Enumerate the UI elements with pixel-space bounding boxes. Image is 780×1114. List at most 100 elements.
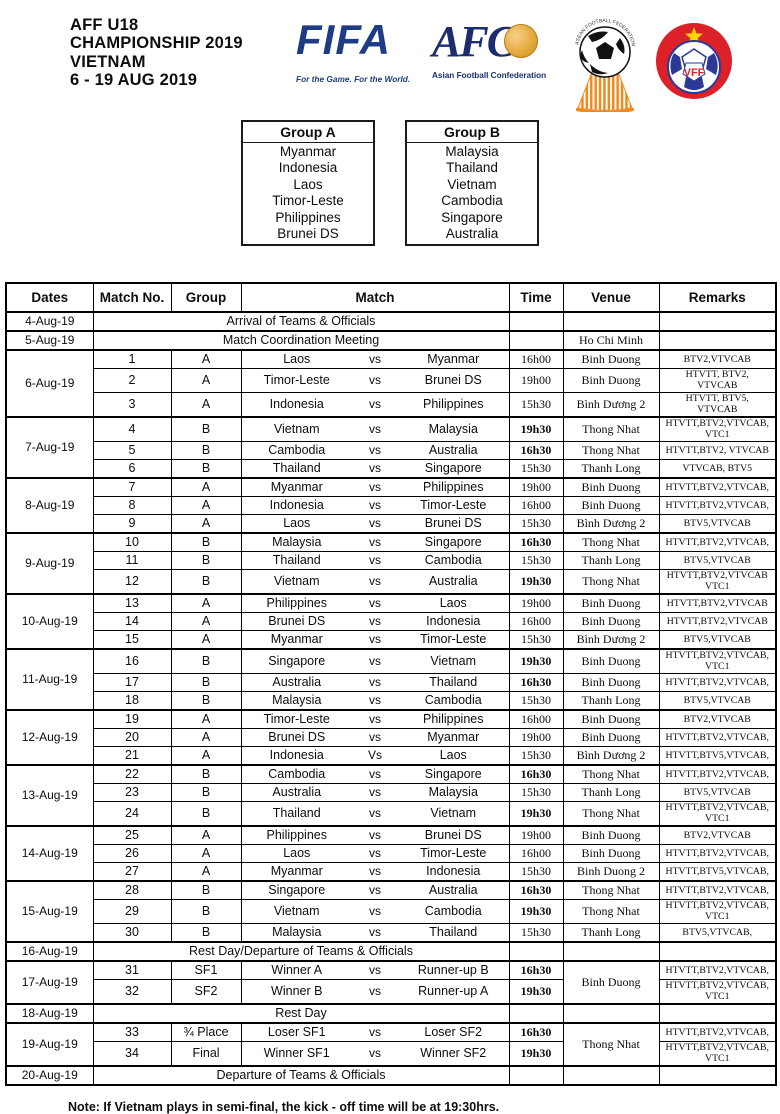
- time-cell: 16h00: [508, 709, 564, 730]
- group-cell: B: [170, 551, 242, 571]
- group-cell: B: [170, 459, 242, 479]
- home-team: Indonesia: [269, 748, 324, 763]
- title-line: AFF U18: [70, 16, 139, 34]
- date-cell: 14-Aug-19: [5, 825, 94, 882]
- match-cell: Singapore vs Australia: [240, 880, 510, 901]
- match-no-cell: 25: [92, 825, 172, 846]
- team-name: Vietnam: [447, 176, 497, 192]
- match-cell: Cambodia vs Singapore: [240, 764, 510, 785]
- match-no-cell: 31: [92, 960, 172, 981]
- match-no-cell: 27: [92, 862, 172, 882]
- match-cell: Thailand vs Vietnam: [240, 801, 510, 827]
- event-cell: Departure of Teams & Officials: [92, 1065, 510, 1086]
- time-cell: 19h30: [508, 1041, 564, 1067]
- home-team: Malaysia: [272, 925, 322, 940]
- date-cell: 4-Aug-19: [5, 311, 94, 332]
- date-cell: 11-Aug-19: [5, 648, 94, 711]
- home-team: Australia: [272, 675, 322, 690]
- event-row: 16-Aug-19 Rest Day/Departure of Teams & O…: [5, 941, 777, 962]
- date-cell: 15-Aug-19: [5, 880, 94, 943]
- team-name: Thailand: [446, 160, 498, 176]
- vs-label: vs: [369, 574, 381, 589]
- away-team: Laos: [439, 596, 467, 611]
- match-row: 8 A Indonesia vs Timor-Leste 16h00 Binh Duong H…: [6, 496, 777, 516]
- away-team: Philippines: [423, 712, 484, 727]
- vs-label: vs: [369, 846, 381, 861]
- vff-wordmark: VFF: [684, 67, 705, 79]
- away-team: Philippines: [423, 480, 484, 495]
- group-cell: A: [170, 746, 242, 766]
- vs-label: vs: [369, 806, 381, 821]
- date-cell: 19-Aug-19: [5, 1022, 94, 1067]
- date-cell: 9-Aug-19: [5, 532, 94, 595]
- fifa-logo: FIFA For the Game. For the World.: [296, 19, 418, 84]
- logos-row: FIFA For the Game. For the World. AFC As…: [296, 16, 734, 117]
- match-cell: Winner B vs Runner-up A: [240, 979, 510, 1005]
- remarks-cell: HTVTT,BTV2,VTVCAB, VTC1: [658, 1041, 777, 1067]
- remarks-cell: BTV5,VTVCAB: [658, 630, 777, 650]
- date-cell: 17-Aug-19: [5, 960, 94, 1005]
- venue-cell: Binh Duong: [562, 648, 660, 675]
- team-name: Laos: [293, 176, 323, 192]
- time-cell: 16h00: [508, 496, 564, 516]
- away-team: Brunei DS: [424, 516, 482, 531]
- match-cell: Myanmar vs Indonesia: [240, 862, 510, 882]
- match-row: 17-Aug-19 31 SF1 Winner A vs Runner-up B 16h30…: [5, 960, 777, 1005]
- home-team: Loser SF1: [267, 1025, 326, 1040]
- event-row: 5-Aug-19 Match Coordination Meeting Ho Chi…: [5, 330, 777, 351]
- home-team: Indonesia: [269, 397, 324, 412]
- match-cell: Malaysia vs Thailand: [240, 923, 510, 943]
- match-cell: Indonesia vs Timor-Leste: [240, 496, 510, 516]
- match-cell: Loser SF1 vs Loser SF2: [240, 1022, 510, 1043]
- away-team: Runner-up A: [418, 984, 489, 999]
- remarks-cell: HTVTT,BTV2,VTVCAB,: [658, 477, 777, 498]
- time-cell: 15h30: [508, 923, 564, 943]
- match-no-cell: 9: [92, 514, 172, 534]
- vs-label: vs: [369, 883, 381, 898]
- remarks-cell: HTVTT,BTV2,VTVCAB,: [658, 496, 777, 516]
- vs-label: vs: [369, 693, 381, 708]
- vs-label: vs: [369, 963, 381, 978]
- away-team: Australia: [428, 443, 478, 458]
- home-team: Indonesia: [269, 498, 324, 513]
- match-cell: Thailand vs Singapore: [240, 459, 510, 479]
- col-header-group: Group: [170, 282, 242, 314]
- match-row: 29 B Vietnam vs Cambodia 19h30 Thong Nhat HTVTT…: [6, 899, 777, 925]
- venue-cell: Ho Chi Minh: [562, 330, 660, 351]
- vs-label: vs: [369, 422, 381, 437]
- group-a-title: Group A: [243, 122, 373, 143]
- home-team: Vietnam: [273, 904, 320, 919]
- match-cell: Vietnam vs Cambodia: [240, 899, 510, 925]
- away-team: Brunei DS: [424, 828, 482, 843]
- match-cell: Myanmar vs Timor-Leste: [240, 630, 510, 650]
- remarks-cell: BTV2,VTVCAB: [658, 349, 777, 370]
- home-team: Philippines: [266, 596, 327, 611]
- time-cell: 19h30: [508, 416, 564, 443]
- venue-cell: Binh Duong: [562, 496, 660, 516]
- home-team: Malaysia: [272, 693, 322, 708]
- time-cell: 16h00: [508, 349, 564, 370]
- match-row: 26 A Laos vs Timor-Leste 16h00 Binh Duong HTVTT…: [6, 844, 777, 864]
- time-cell: 19h00: [508, 368, 564, 394]
- away-team: Laos: [439, 748, 467, 763]
- match-row: 32 SF2 Winner B vs Runner-up A 19h30 HTVTT,BTV…: [6, 979, 777, 1005]
- group-cell: A: [170, 709, 242, 730]
- home-team: Brunei DS: [268, 614, 326, 629]
- home-team: Brunei DS: [268, 730, 326, 745]
- group-cell: B: [170, 923, 242, 943]
- title-line: 6 - 19 AUG 2019: [70, 71, 198, 90]
- remarks-cell: HTVTT,BTV2,VTVCAB, VTC1: [658, 648, 777, 675]
- time-cell: 15h30: [508, 691, 564, 711]
- remarks-cell: [658, 311, 777, 332]
- match-row: 12 B Vietnam vs Australia 19h30 Thong Nhat HTVT…: [6, 569, 777, 595]
- group-cell: A: [170, 862, 242, 882]
- group-cell: B: [170, 764, 242, 785]
- venue-cell: Thong Nhat: [562, 880, 660, 901]
- match-cell: Brunei DS vs Indonesia: [240, 612, 510, 632]
- match-no-cell: 34: [92, 1041, 172, 1067]
- remarks-cell: HTVTT,BTV2, VTVCAB: [658, 441, 777, 461]
- match-row: 7-Aug-19 4 B Vietnam vs Malaysia 19h30 Thong Nh…: [5, 416, 777, 479]
- time-cell: 19h30: [508, 569, 564, 595]
- match-row: 15 A Myanmar vs Timor-Leste 15h30 Bình Dương 2…: [6, 630, 777, 650]
- remarks-cell: HTVTT,BTV2,VTVCAB,: [658, 960, 777, 981]
